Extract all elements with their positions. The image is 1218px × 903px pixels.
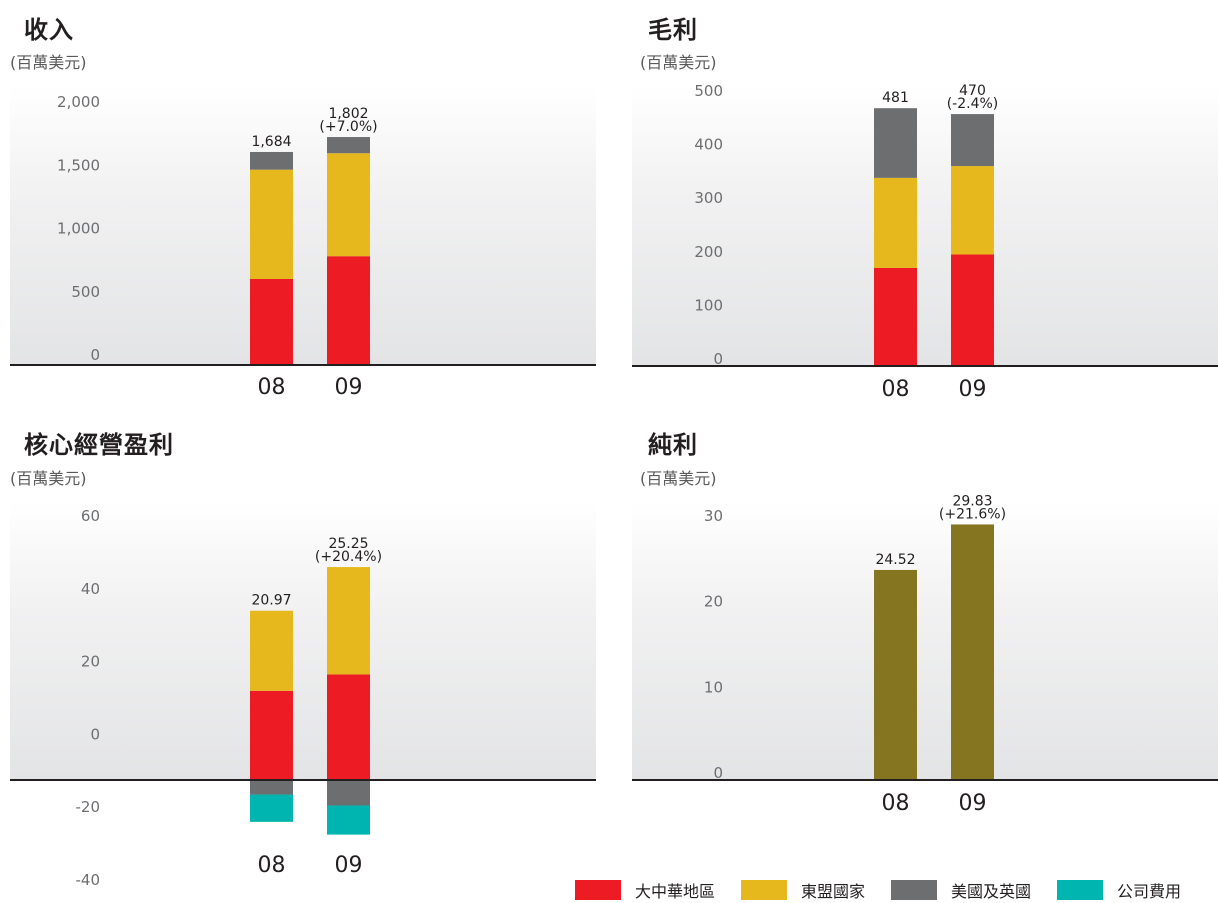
- bar-segment: [951, 114, 994, 167]
- y-tick-label: 400: [694, 136, 723, 154]
- bar-segment: [250, 794, 293, 822]
- data-label: 25.25: [328, 536, 368, 552]
- bar-segment: [327, 137, 370, 154]
- legend-item-greater-china: 大中華地區: [575, 878, 715, 902]
- y-tick-label: 100: [694, 296, 723, 314]
- y-tick-label: 500: [694, 82, 723, 100]
- chart-background: [632, 500, 1218, 780]
- chart-background: [10, 85, 596, 365]
- y-tick-label: 20: [704, 593, 723, 611]
- bar-segment: [874, 569, 917, 780]
- data-label: (+7.0%): [319, 119, 377, 135]
- chart-background: [632, 85, 1218, 366]
- y-tick-label: 0: [90, 346, 100, 364]
- y-tick-label: -40: [76, 871, 101, 889]
- y-tick-label: 1,000: [57, 220, 100, 238]
- legend-label: 公司費用: [1117, 882, 1182, 901]
- legend-swatch: [1057, 880, 1104, 900]
- bar-segment: [874, 177, 917, 268]
- data-label: 1,802: [328, 106, 368, 122]
- bar-segment: [250, 151, 293, 170]
- data-label: 29.83: [952, 493, 992, 509]
- chart-title: 收入: [24, 16, 74, 44]
- legend-swatch: [741, 880, 788, 900]
- y-tick-label: 2,000: [57, 93, 100, 111]
- legend-label: 大中華地區: [635, 882, 716, 901]
- data-label: 1,684: [251, 134, 291, 150]
- legend-item-asean: 東盟國家: [741, 878, 865, 902]
- chart-title: 核心經營盈利: [24, 431, 174, 459]
- chart-unit: (百萬美元): [640, 53, 717, 72]
- bar-segment: [250, 610, 293, 691]
- data-label: 481: [882, 90, 909, 106]
- y-tick-label: -20: [76, 798, 101, 816]
- y-tick-label: 60: [81, 507, 100, 525]
- bar-segment: [327, 567, 370, 675]
- bar-segment: [250, 278, 293, 365]
- x-category-label: 08: [258, 375, 286, 400]
- data-label: (+21.6%): [939, 506, 1006, 522]
- chart-title: 毛利: [648, 16, 698, 44]
- y-tick-label: 30: [704, 507, 723, 525]
- bar-segment: [250, 780, 293, 795]
- y-tick-label: 0: [90, 725, 100, 743]
- data-label: 24.52: [875, 552, 915, 568]
- y-tick-label: 20: [81, 653, 100, 671]
- data-label: 20.97: [251, 593, 291, 609]
- y-tick-label: 40: [81, 580, 100, 598]
- bar-segment: [951, 254, 994, 366]
- bar-segment: [327, 256, 370, 365]
- legend-label: 美國及英國: [951, 882, 1032, 901]
- y-tick-label: 10: [704, 678, 723, 696]
- y-tick-label: 0: [713, 764, 723, 782]
- data-label: (+20.4%): [315, 549, 382, 565]
- bar-segment: [951, 166, 994, 255]
- x-category-label: 08: [258, 853, 286, 878]
- legend-label: 東盟國家: [801, 882, 866, 901]
- x-category-label: 09: [335, 853, 363, 878]
- legend-swatch: [891, 880, 938, 900]
- legend-item-us-uk: 美國及英國: [891, 878, 1031, 902]
- bar-segment: [951, 524, 994, 780]
- y-tick-label: 500: [71, 283, 100, 301]
- bar-segment: [327, 153, 370, 257]
- bar-segment: [327, 805, 370, 835]
- bar-segment: [874, 108, 917, 178]
- legend: 大中華地區 東盟國家 美國及英國 公司費用: [575, 879, 1181, 901]
- data-label: 470: [959, 83, 986, 99]
- x-category-label: 09: [959, 791, 987, 816]
- chart-unit: (百萬美元): [10, 469, 87, 488]
- x-category-label: 09: [959, 377, 987, 402]
- chart-unit: (百萬美元): [640, 469, 717, 488]
- bar-segment: [874, 267, 917, 366]
- legend-item-corporate: 公司費用: [1057, 878, 1181, 902]
- x-category-label: 08: [882, 377, 910, 402]
- y-tick-label: 1,500: [57, 156, 100, 174]
- bar-segment: [327, 780, 370, 806]
- y-tick-label: 200: [694, 243, 723, 261]
- y-tick-label: 300: [694, 189, 723, 207]
- chart-unit: (百萬美元): [10, 53, 87, 72]
- bar-segment: [250, 690, 293, 780]
- bar-segment: [250, 169, 293, 279]
- y-tick-label: 0: [713, 350, 723, 368]
- legend-swatch: [575, 880, 621, 900]
- chart-title: 純利: [648, 431, 698, 459]
- x-category-label: 09: [335, 375, 363, 400]
- bar-segment: [327, 674, 370, 780]
- chart-background: [10, 500, 596, 780]
- x-category-label: 08: [882, 791, 910, 816]
- data-label: (-2.4%): [947, 96, 999, 112]
